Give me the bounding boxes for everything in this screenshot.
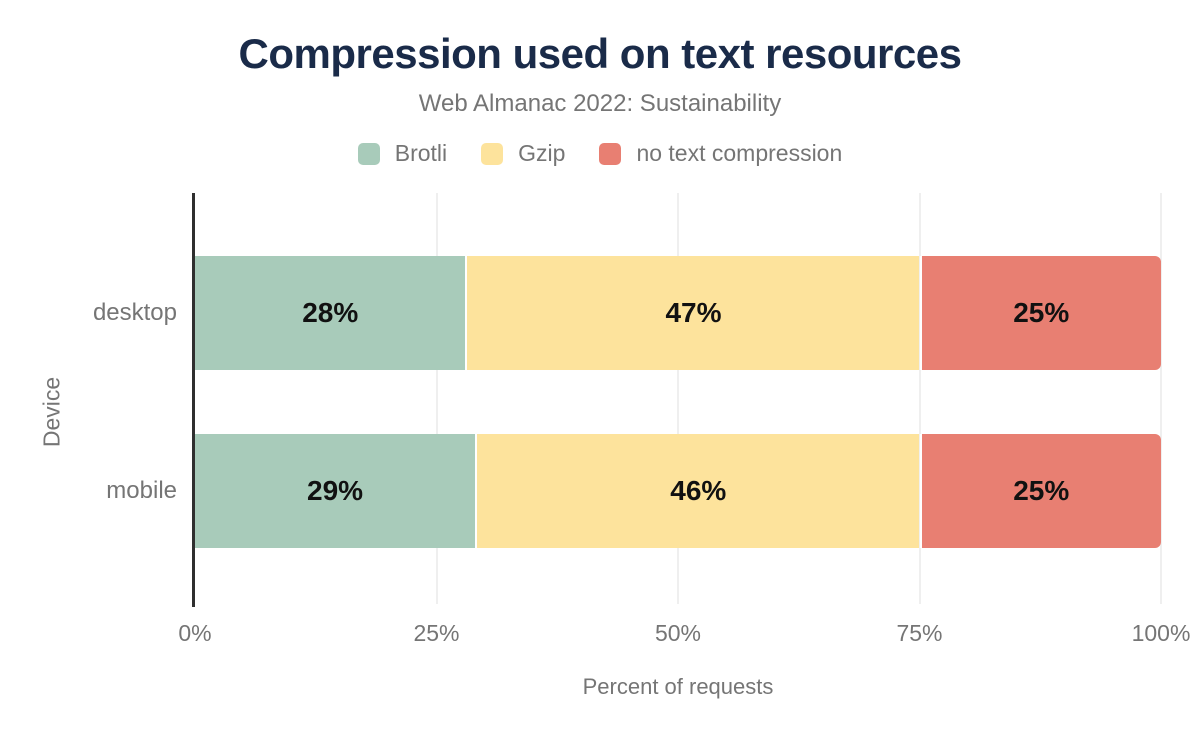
data-label-mobile-brotli: 29% — [307, 475, 364, 506]
gridline-75 — [918, 193, 921, 604]
y-axis-line — [192, 193, 195, 607]
gridline-100 — [1160, 193, 1162, 604]
x-tick-label-0: 0% — [178, 620, 212, 646]
bar-segment-desktop-brotli: 28% — [195, 256, 466, 370]
x-tick-label-75: 75% — [896, 620, 943, 646]
data-label-desktop-gzip: 47% — [665, 297, 722, 328]
x-axis-title: Percent of requests — [582, 674, 774, 699]
chart-subtitle: Web Almanac 2022: Sustainability — [418, 90, 782, 117]
x-tick-label-100: 100% — [1131, 620, 1191, 646]
x-tick-label-50: 50% — [654, 620, 702, 646]
x-tick-label-25: 25% — [413, 620, 460, 646]
gridline-25 — [435, 193, 438, 604]
legend-item-gzip: Gzip — [481, 140, 565, 167]
legend-swatch-gzip — [481, 142, 504, 165]
y-axis-title: Device — [38, 376, 65, 448]
chart-title: Compression used on text resources — [238, 30, 962, 77]
legend-label-gzip: Gzip — [518, 140, 566, 166]
gridline-50 — [677, 193, 679, 604]
bar-segment-desktop-gzip: 47% — [465, 256, 920, 370]
legend: Brotli Gzip no text compression — [0, 140, 1200, 167]
data-label-desktop-no-text-compression: 25% — [1013, 297, 1070, 328]
legend-label-no-text-compression: no text compression — [636, 140, 843, 166]
bar-segment-mobile-gzip: 46% — [475, 434, 920, 548]
category-label-desktop: desktop — [92, 299, 177, 326]
legend-item-no-text-compression: no text compression — [599, 140, 842, 167]
legend-swatch-brotli — [357, 142, 380, 165]
legend-label-brotli: Brotli — [394, 140, 448, 166]
category-label-mobile: mobile — [106, 477, 177, 504]
legend-swatch-no-text-compression — [599, 142, 622, 165]
data-label-mobile-gzip: 46% — [670, 475, 727, 506]
bar-segment-mobile-brotli: 29% — [195, 434, 476, 548]
data-label-mobile-no-text-compression: 25% — [1013, 475, 1070, 506]
bar-segment-desktop-no-text-compression: 25% — [919, 256, 1161, 370]
data-label-desktop-brotli: 28% — [302, 297, 359, 328]
bar-segment-mobile-no-text-compression: 25% — [919, 434, 1161, 548]
legend-item-brotli: Brotli — [357, 140, 448, 167]
